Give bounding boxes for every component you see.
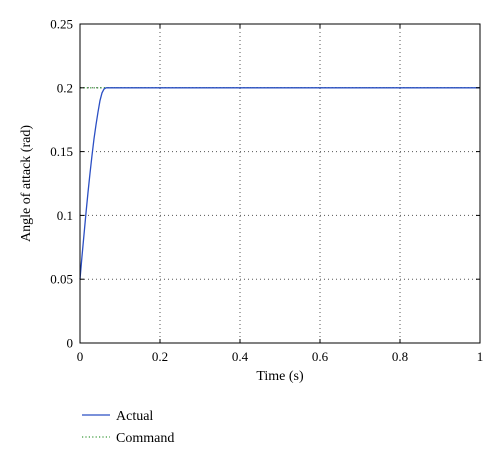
y-tick-label: 0.2: [57, 80, 73, 95]
x-tick-label: 0.8: [392, 349, 408, 364]
legend: Actual Command: [82, 409, 174, 446]
y-tick-label: 0.15: [50, 144, 73, 159]
axis-ticks: 0 0.2 0.4 0.6 0.8 1 0 0.05 0.1 0.15 0.2 0.25: [50, 17, 483, 365]
legend-label-command: Command: [116, 431, 174, 446]
x-tick-label: 0.2: [152, 349, 168, 364]
y-axis-label: Angle of attack (rad): [19, 125, 34, 242]
x-tick-label: 0.4: [232, 349, 249, 364]
x-tick-label: 0.6: [312, 349, 329, 364]
series-layer: [79, 87, 480, 280]
grid: [80, 24, 480, 343]
plot-area-frame: [79, 23, 481, 344]
legend-label-actual: Actual: [116, 409, 153, 424]
y-tick-label: 0.1: [57, 208, 73, 223]
y-tick-label: 0: [67, 336, 74, 351]
x-axis-label: Time (s): [256, 369, 304, 384]
y-tick-label: 0.05: [50, 272, 73, 287]
x-tick-label: 0: [77, 349, 84, 364]
series-line-actual: [79, 87, 480, 280]
y-tick-label: 0.25: [50, 17, 73, 32]
x-tick-label: 1: [477, 349, 484, 364]
